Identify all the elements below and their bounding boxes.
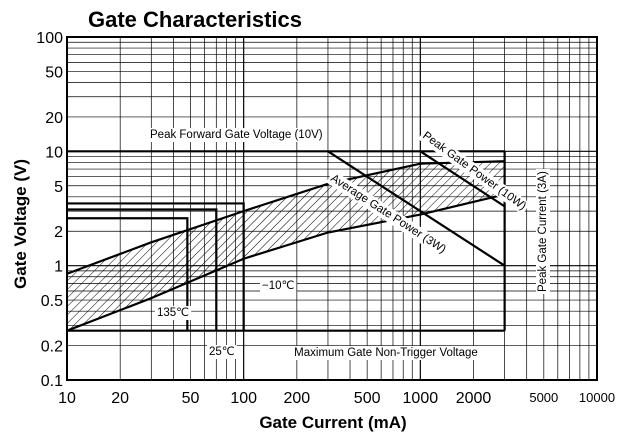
y-tick-label: 5 [54,179,63,196]
annotation-temp-135c: 135℃ [155,306,192,320]
y-tick-label: 100 [36,30,63,47]
y-tick-label: 2 [54,224,63,241]
series-trigger-minus10c [67,202,245,331]
annotation-text: Peak Forward Gate Voltage (10V) [150,129,323,141]
gate-trigger-region [67,161,505,331]
annotation-text: Maximum Gate Non-Trigger Voltage [294,347,478,359]
y-tick-label: 50 [45,64,63,81]
annotation-bg [292,346,480,360]
annotation-text: 25℃ [209,346,235,358]
annotation-text: −10℃ [262,280,295,292]
annotation-bg [260,279,297,293]
annotation-peak-forward-gate-voltage: Peak Forward Gate Voltage (10V) [148,128,325,142]
x-axis-label: Gate Current (mA) [259,413,406,432]
annotation-text: Peak Gate Current (3A) [537,171,549,292]
series-average-gate-power [327,150,506,267]
chart-title: Gate Characteristics [88,7,302,32]
x-tick-labels: 10 20 50 100 200 500 1000 2000 5000 10000 [58,390,615,407]
y-tick-label: 20 [45,110,63,127]
y-tick-labels: 0.1 0.2 0.5 1 2 5 10 20 50 100 [36,30,63,390]
annotation-bg [536,169,550,294]
x-tick-label: 1000 [403,390,439,407]
x-tick-label: 50 [182,390,200,407]
y-tick-label: 0.1 [41,373,63,390]
annotation-text: 135℃ [157,307,189,319]
x-tick-label: 10 [58,390,76,407]
x-tick-label: 10000 [579,390,615,405]
annotation-bg [155,306,192,320]
y-tick-label: 0.2 [41,339,63,356]
series-gate-characteristic-upper [66,160,505,275]
x-tick-label: 5000 [529,390,558,405]
x-tick-label: 500 [354,390,381,407]
annotation-max-gate-non-trigger-voltage: Maximum Gate Non-Trigger Voltage [292,346,480,360]
x-tick-label: 2000 [456,390,492,407]
x-tick-label: 200 [283,390,310,407]
annotation-temp-minus10c: −10℃ [260,279,297,293]
series-trigger-135c [67,217,189,331]
series-lines [66,150,506,332]
plot-frame [66,36,598,381]
annotation-bg [207,345,237,359]
annotation-bg [418,127,531,215]
annotation-bg [326,170,451,258]
x-tick-label: 100 [230,390,257,407]
series-trigger-25c [67,208,218,331]
annotation-bg [148,128,325,142]
x-tick-label: 20 [111,390,129,407]
annotation-peak-gate-current: Peak Gate Current (3A) [536,169,550,294]
y-tick-label: 0.5 [41,293,63,310]
y-tick-label: 10 [45,144,63,161]
annotation-temp-25c: 25℃ [207,345,237,359]
y-axis-label: Gate Voltage (V) [11,159,30,289]
y-tick-label: 1 [54,259,63,276]
series-gate-characteristic-lower [66,193,505,332]
gate-trigger-region-hatch [67,161,505,331]
